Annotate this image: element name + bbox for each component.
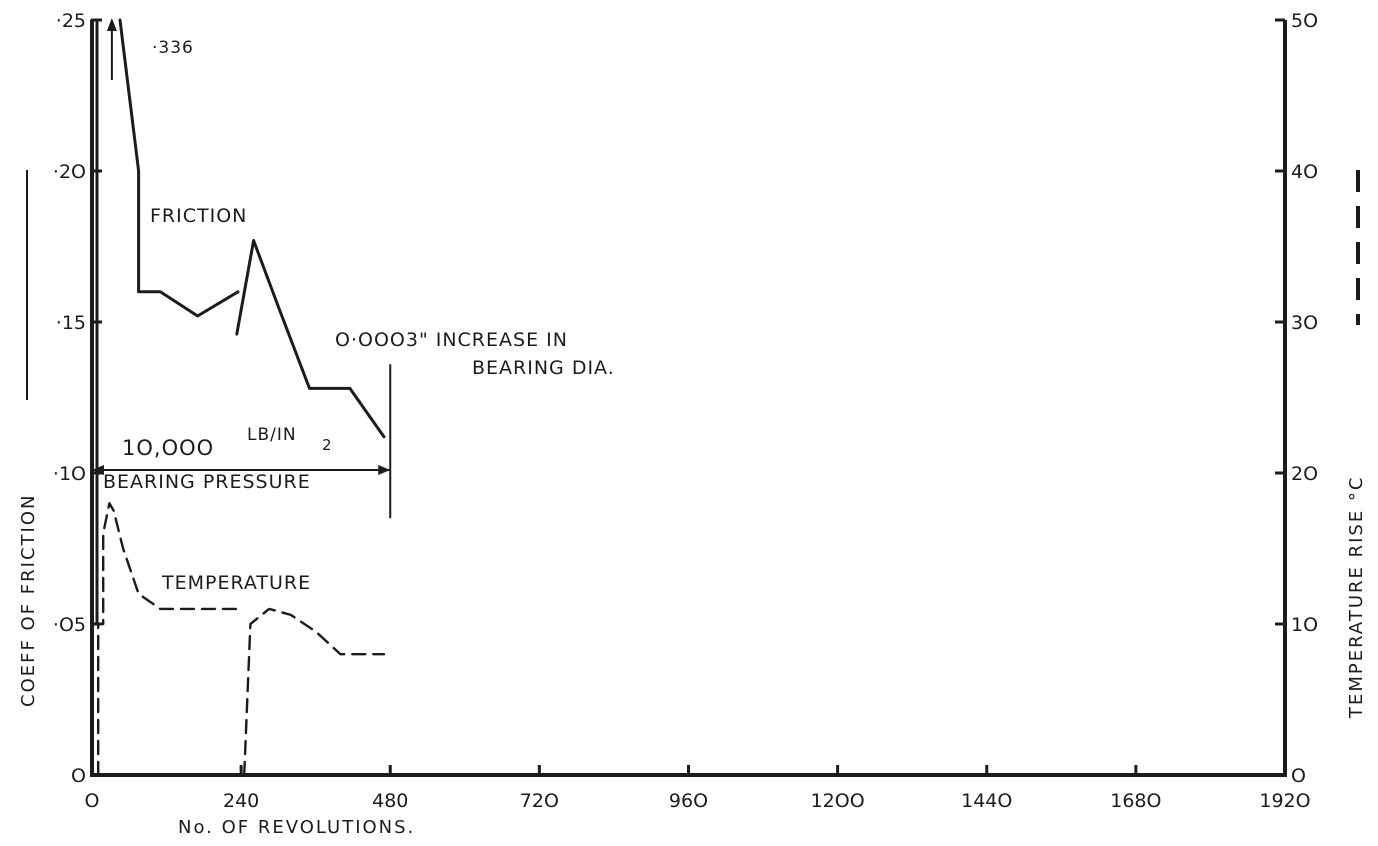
y2-tick-label: 2O <box>1291 463 1318 485</box>
y-tick-label: ·15 <box>56 312 86 334</box>
x-axis-title: No. OF REVOLUTIONS. <box>178 817 415 838</box>
y2-tick-label: 3O <box>1291 312 1318 334</box>
x-tick-label: 72O <box>520 790 559 812</box>
y2-tick-label: O <box>1291 765 1306 787</box>
y-tick-label: ·2O <box>53 161 86 183</box>
x-tick-label: 240 <box>223 790 259 812</box>
x-tick-label: 480 <box>372 790 408 812</box>
x-tick-label: O <box>85 790 100 812</box>
axis-titles: No. OF REVOLUTIONS. COEFF OF FRICTION TE… <box>18 476 1367 839</box>
y-axis-title: COEFF OF FRICTION <box>18 494 39 707</box>
pressure-unit-label: LB/IN <box>247 425 297 445</box>
x-tick-label: 144O <box>961 790 1012 812</box>
pressure-range-arrow-left <box>92 464 104 475</box>
axes <box>90 20 1287 777</box>
annotations: ·336 FRICTION TEMPERATURE O·OOO3" INCREA… <box>26 18 1360 594</box>
series-lines <box>90 18 386 777</box>
friction-series-label: FRICTION <box>150 205 247 227</box>
peak-arrow-head <box>106 18 117 31</box>
y2-tick-label: 1O <box>1291 614 1318 636</box>
temperature-line-segment <box>96 502 243 777</box>
temperature-series-label: TEMPERATURE <box>161 572 311 594</box>
y2-tick-label: 4O <box>1291 161 1318 183</box>
y-tick-label: ·1O <box>53 463 86 485</box>
pressure-range-arrow-right <box>378 464 391 475</box>
ticks: O 240 480 72O 96O 12OO 144O 168O 192O O ·O5 ·1O ·15 ·… <box>53 10 1318 812</box>
y-tick-label: O <box>71 765 86 787</box>
y-tick-label: ·25 <box>56 10 86 32</box>
diameter-increase-label-2: BEARING DIA. <box>472 357 615 379</box>
pressure-value-label: 1O,OOO <box>122 436 214 460</box>
x-tick-label: 192O <box>1259 790 1310 812</box>
x-tick-label: 168O <box>1110 790 1161 812</box>
x-tick-label: 12OO <box>811 790 865 812</box>
diameter-increase-label: O·OOO3" INCREASE IN <box>335 329 568 351</box>
y2-tick-label: 5O <box>1291 10 1318 32</box>
friction-line-segment <box>235 239 386 439</box>
x-tick-label: 96O <box>669 790 708 812</box>
y2-axis-title: TEMPERATURE RISE °C <box>1346 476 1367 720</box>
pressure-description-label: BEARING PRESSURE <box>103 471 311 493</box>
temperature-line-segment <box>242 607 386 777</box>
peak-value-label: ·336 <box>152 38 194 58</box>
friction-line-segment <box>118 18 240 318</box>
pressure-unit-exponent: 2 <box>322 436 333 454</box>
y-tick-label: ·O5 <box>53 614 86 636</box>
friction-line-segment <box>90 18 99 777</box>
